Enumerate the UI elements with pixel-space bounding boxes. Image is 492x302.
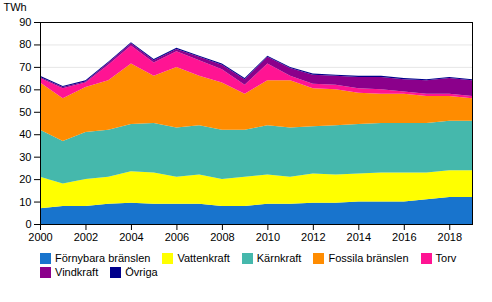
html-text:Kärnkraft: Kärnkraft xyxy=(256,252,302,264)
html-text:Vindkraft: Vindkraft xyxy=(55,266,99,278)
svg-text:60: 60 xyxy=(19,83,31,95)
html-text:Torv: Torv xyxy=(435,252,457,264)
svg-text:2010: 2010 xyxy=(256,231,280,243)
svg-text:2018: 2018 xyxy=(438,231,462,243)
svg-text:TWh: TWh xyxy=(4,1,27,13)
svg-text:2000: 2000 xyxy=(28,231,52,243)
svg-text:50: 50 xyxy=(19,106,31,118)
svg-text:2004: 2004 xyxy=(119,231,143,243)
svg-text:2012: 2012 xyxy=(301,231,325,243)
svg-text:0: 0 xyxy=(25,218,31,230)
svg-text:2002: 2002 xyxy=(74,231,98,243)
svg-text:70: 70 xyxy=(19,61,31,73)
svg-text:2006: 2006 xyxy=(165,231,189,243)
html-text:Övriga: Övriga xyxy=(125,266,158,278)
svg-text:80: 80 xyxy=(19,38,31,50)
html-text:Fossila bränslen: Fossila bränslen xyxy=(328,252,409,264)
svg-text:30: 30 xyxy=(19,151,31,163)
html-text:Vattenkraft: Vattenkraft xyxy=(177,252,230,264)
svg-text:20: 20 xyxy=(19,173,31,185)
svg-text:90: 90 xyxy=(19,16,31,28)
svg-text:10: 10 xyxy=(19,196,31,208)
svg-text:2016: 2016 xyxy=(392,231,416,243)
svg-text:2014: 2014 xyxy=(347,231,371,243)
svg-text:40: 40 xyxy=(19,128,31,140)
html-text:Förnybara bränslen: Förnybara bränslen xyxy=(55,252,151,264)
svg-text:2008: 2008 xyxy=(210,231,234,243)
